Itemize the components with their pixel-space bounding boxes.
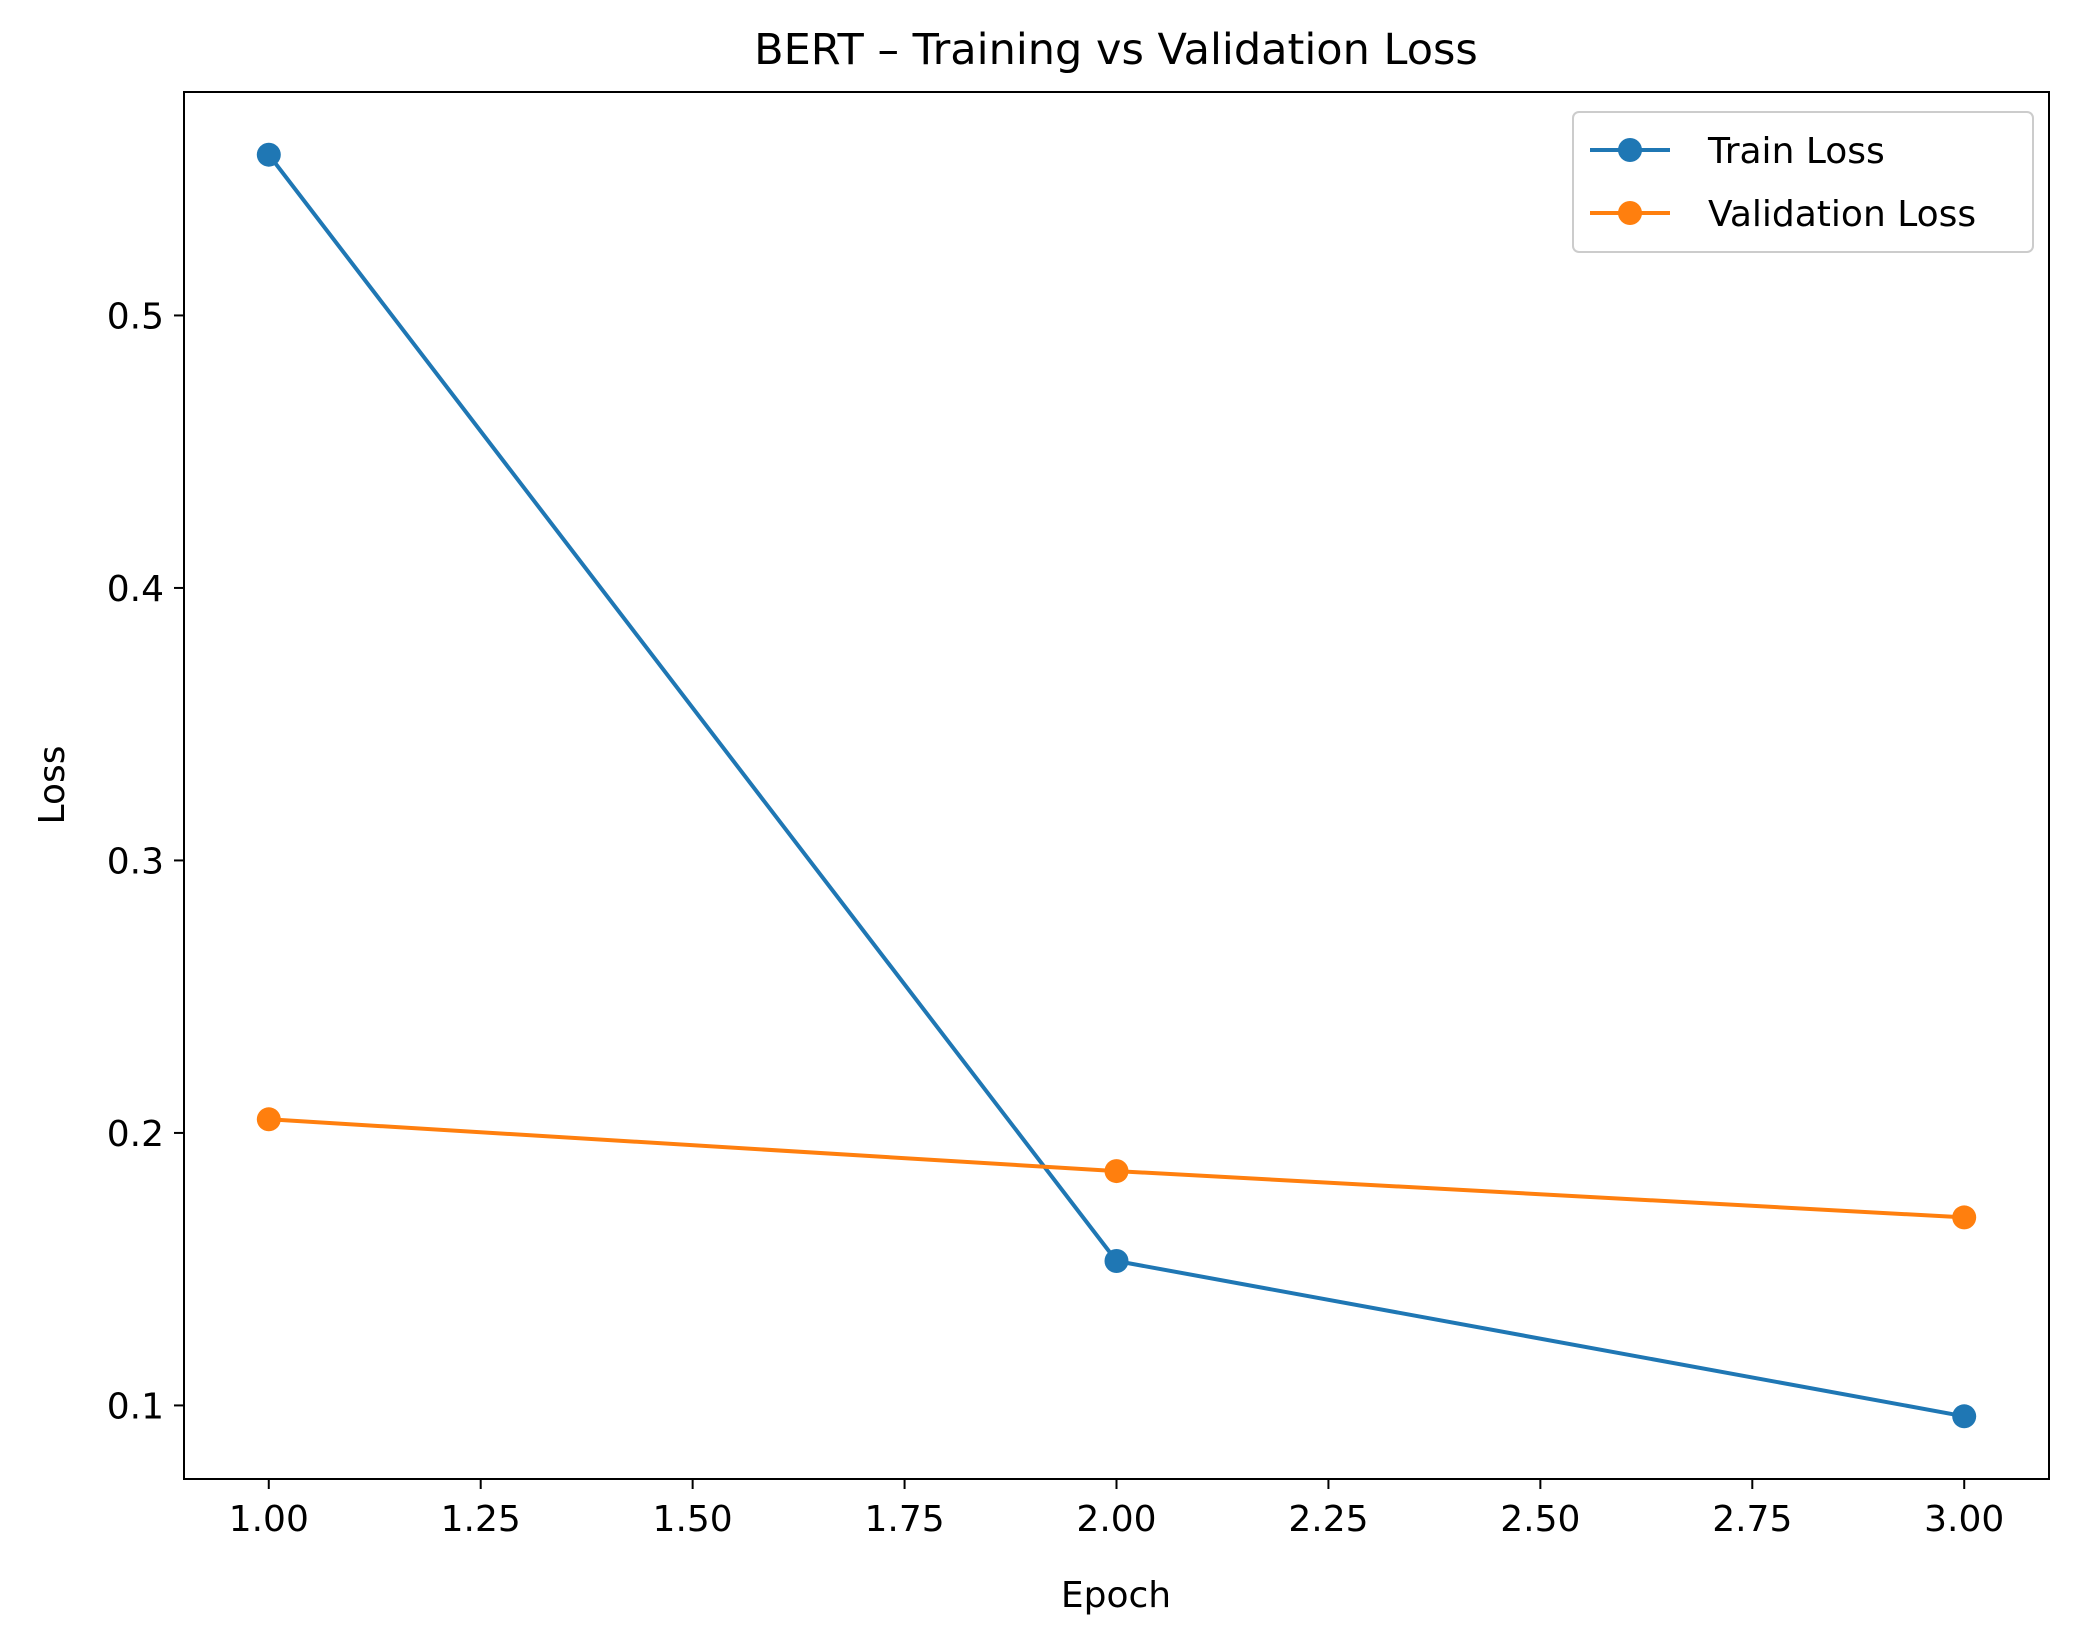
x-tick-label: 2.75 (1712, 1499, 1792, 1540)
x-tick-label: 1.75 (864, 1499, 944, 1540)
y-tick-label: 0.3 (107, 841, 164, 882)
y-tick-label: 0.2 (107, 1114, 164, 1155)
data-point-0-1 (1104, 1249, 1129, 1273)
y-tick-label: 0.5 (107, 296, 164, 337)
x-tick-label: 1.00 (229, 1499, 309, 1540)
data-point-0-2 (1952, 1404, 1977, 1429)
data-point-1-2 (1952, 1205, 1977, 1230)
chart-title: BERT – Training vs Validation Loss (754, 25, 1478, 75)
data-point-1-1 (1104, 1159, 1129, 1184)
series-layer (256, 142, 1977, 1429)
legend-entry-validation: Validation Loss (1590, 194, 1976, 235)
legend-label-train: Train Loss (1707, 131, 1885, 172)
legend-swatch-marker (1618, 201, 1642, 225)
legend-swatch-marker (1618, 138, 1642, 162)
x-tick-label: 2.50 (1500, 1499, 1580, 1540)
data-point-0-0 (256, 142, 281, 167)
x-tick-label: 3.00 (1924, 1499, 2004, 1540)
legend-label-validation: Validation Loss (1708, 194, 1976, 235)
legend: Train Loss Validation Loss (1572, 111, 2034, 253)
y-tick-label: 0.4 (107, 569, 164, 610)
x-tick-label: 2.00 (1076, 1499, 1156, 1540)
y-axis-ticks: 0.1 0.2 0.3 0.4 0.5 (107, 296, 184, 1427)
data-point-1-0 (256, 1107, 281, 1132)
y-tick-label: 0.1 (107, 1386, 164, 1427)
x-tick-label: 1.25 (441, 1499, 521, 1540)
y-axis-label: Loss (32, 746, 73, 825)
x-axis-ticks: 1.00 1.25 1.50 1.75 2.00 2.25 2.50 2.75 3.00 (229, 1479, 2004, 1540)
x-tick-label: 2.25 (1288, 1499, 1368, 1540)
legend-frame (1572, 111, 2034, 253)
x-tick-label: 1.50 (653, 1499, 733, 1540)
x-axis-label: Epoch (1061, 1575, 1171, 1616)
legend-entry-train: Train Loss (1590, 131, 1885, 172)
